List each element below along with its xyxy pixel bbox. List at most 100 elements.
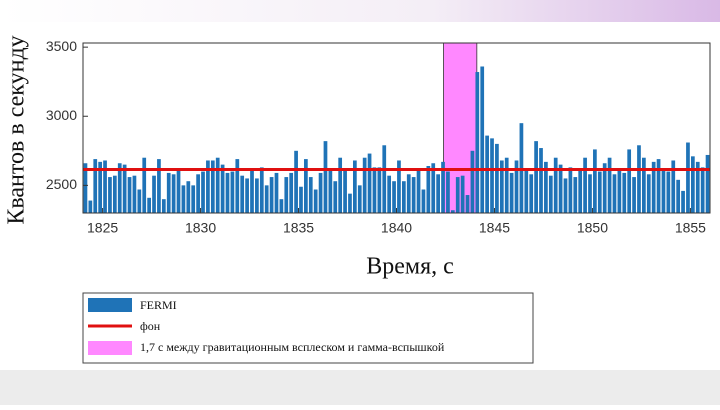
bar xyxy=(308,177,313,213)
bar xyxy=(387,175,392,213)
bar xyxy=(348,193,352,213)
legend-swatch xyxy=(88,341,132,355)
bar xyxy=(475,72,480,214)
bar xyxy=(529,174,534,213)
bar xyxy=(705,154,710,213)
bar xyxy=(700,167,705,213)
bar xyxy=(274,172,279,213)
bar xyxy=(147,197,151,213)
bar xyxy=(215,157,220,213)
bar xyxy=(259,167,264,213)
bar xyxy=(397,160,401,213)
bar xyxy=(436,174,440,213)
bar xyxy=(558,164,563,213)
bar xyxy=(524,168,529,213)
bar xyxy=(539,148,543,213)
bar xyxy=(602,163,607,213)
bar xyxy=(103,160,107,213)
bar xyxy=(323,141,328,213)
x-tick-label: 1845 xyxy=(479,220,510,236)
x-tick-label: 1825 xyxy=(87,220,118,236)
y-tick-label: 3000 xyxy=(46,107,77,123)
bar xyxy=(426,166,431,213)
bar xyxy=(304,159,308,213)
bar xyxy=(597,171,602,213)
x-tick-label: 1840 xyxy=(381,220,412,236)
bar xyxy=(245,178,249,213)
bar xyxy=(343,168,347,213)
bar xyxy=(612,174,617,213)
bar xyxy=(695,161,700,213)
bar xyxy=(465,195,470,213)
bar xyxy=(627,149,632,213)
bar xyxy=(250,170,254,213)
bar xyxy=(504,157,509,213)
legend xyxy=(82,292,534,364)
bar xyxy=(509,172,514,213)
bar xyxy=(152,175,156,213)
bar xyxy=(637,145,641,213)
bar xyxy=(671,160,676,213)
bar xyxy=(338,157,343,213)
bar xyxy=(686,142,690,213)
bar xyxy=(157,159,161,213)
bar xyxy=(112,175,117,213)
bar xyxy=(392,181,396,213)
bar xyxy=(651,161,656,213)
bar xyxy=(666,171,671,213)
bar xyxy=(88,200,93,213)
bar xyxy=(186,181,191,213)
bar xyxy=(642,157,646,213)
bar xyxy=(495,143,499,213)
bar xyxy=(588,174,592,213)
bar xyxy=(617,168,622,213)
bar xyxy=(514,160,519,213)
x-tick-label: 1830 xyxy=(185,220,216,236)
y-tick-label: 2500 xyxy=(46,176,77,192)
bar xyxy=(294,150,298,213)
bar xyxy=(83,163,88,213)
x-tick-label: 1850 xyxy=(577,220,608,236)
bar xyxy=(548,175,553,213)
bar xyxy=(137,189,142,213)
bar xyxy=(646,174,651,213)
bar xyxy=(132,175,137,213)
bar xyxy=(230,171,235,213)
bar xyxy=(578,170,583,213)
bar xyxy=(313,189,318,213)
bar xyxy=(534,141,538,213)
bar xyxy=(544,161,548,213)
x-axis-label: Время, с xyxy=(366,254,454,280)
bar xyxy=(176,170,181,213)
bar xyxy=(93,159,98,213)
top-band xyxy=(0,0,720,22)
bar xyxy=(460,175,465,213)
bar xyxy=(421,189,426,213)
bar xyxy=(357,185,362,213)
bar xyxy=(441,161,445,213)
legend-label: фон xyxy=(140,319,161,333)
bar xyxy=(490,138,494,213)
legend-swatch xyxy=(88,298,132,312)
bar xyxy=(401,181,406,213)
bar xyxy=(480,66,485,213)
bar xyxy=(122,164,127,213)
bar xyxy=(171,174,176,213)
bar xyxy=(220,164,225,213)
bar xyxy=(377,167,382,213)
bar xyxy=(235,159,240,213)
bar xyxy=(240,175,245,213)
bar xyxy=(656,159,661,213)
bar xyxy=(299,186,303,213)
bar xyxy=(264,185,269,213)
bottom-band xyxy=(0,370,720,405)
bar xyxy=(470,150,475,213)
bar xyxy=(431,163,436,213)
bar xyxy=(117,163,122,213)
bar xyxy=(255,178,259,213)
bar xyxy=(455,177,460,213)
bar xyxy=(166,172,171,213)
bar xyxy=(225,172,230,213)
bar xyxy=(568,167,573,213)
